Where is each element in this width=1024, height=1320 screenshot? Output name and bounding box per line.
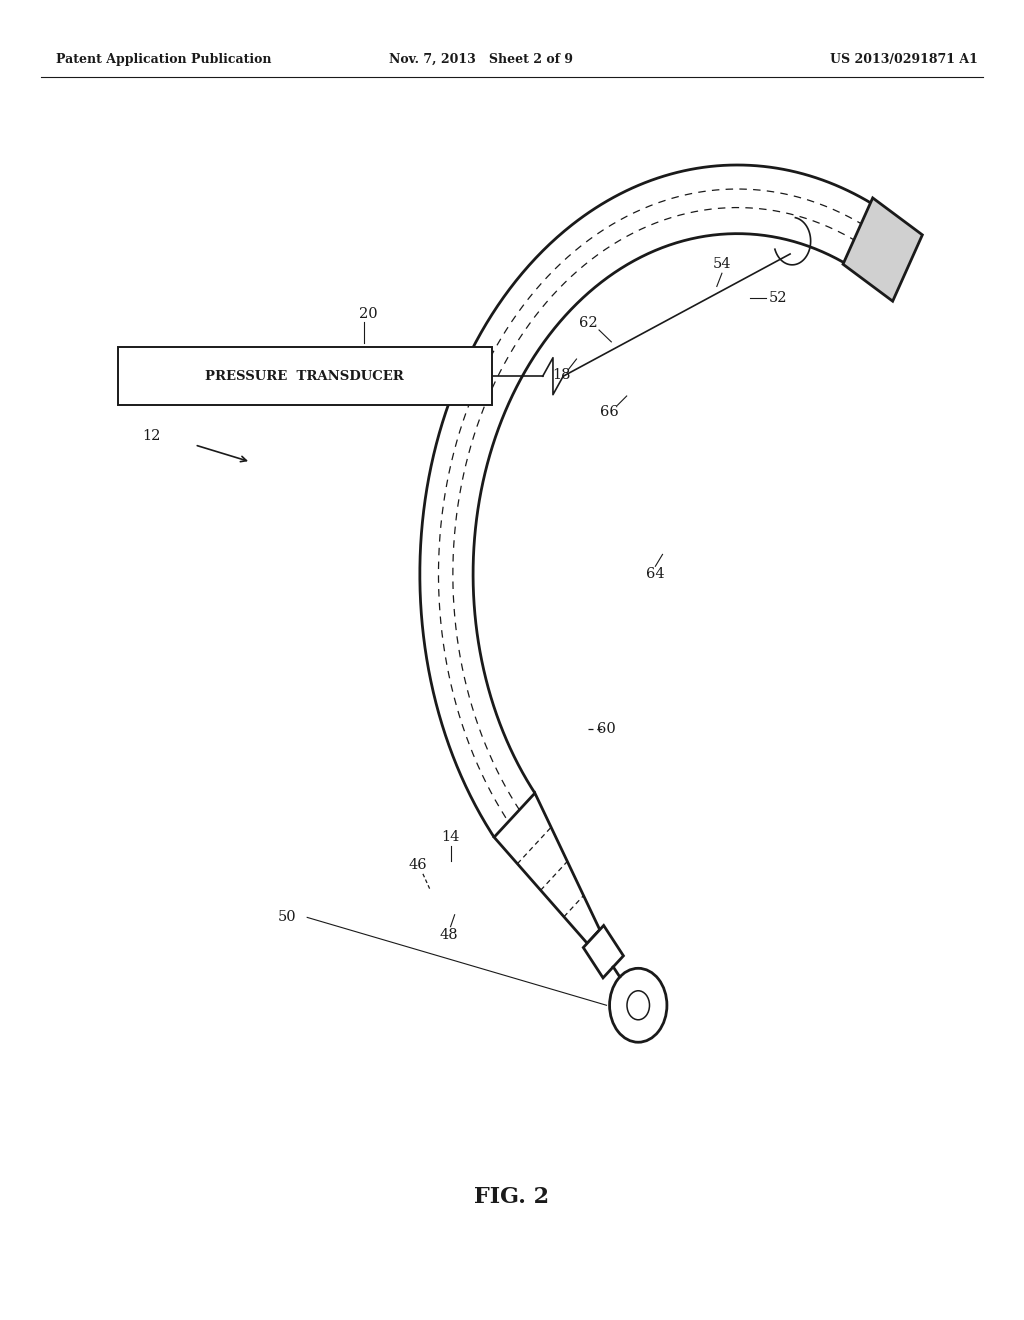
Text: Patent Application Publication: Patent Application Publication	[56, 53, 271, 66]
Text: FIG. 2: FIG. 2	[474, 1187, 550, 1208]
Text: 52: 52	[769, 292, 787, 305]
Polygon shape	[495, 793, 600, 944]
Text: 50: 50	[278, 911, 296, 924]
Text: 62: 62	[580, 317, 598, 330]
Polygon shape	[584, 925, 624, 978]
Text: 66: 66	[600, 405, 618, 418]
Text: 12: 12	[142, 429, 161, 442]
Text: 54: 54	[713, 257, 731, 271]
Polygon shape	[843, 198, 923, 301]
Text: 64: 64	[646, 568, 665, 581]
Text: 60: 60	[597, 722, 615, 735]
Circle shape	[609, 969, 667, 1043]
Text: 14: 14	[441, 830, 460, 843]
Text: Nov. 7, 2013   Sheet 2 of 9: Nov. 7, 2013 Sheet 2 of 9	[389, 53, 573, 66]
Text: US 2013/0291871 A1: US 2013/0291871 A1	[830, 53, 978, 66]
Circle shape	[627, 991, 649, 1020]
Polygon shape	[420, 165, 896, 837]
FancyBboxPatch shape	[118, 347, 492, 405]
Text: PRESSURE  TRANSDUCER: PRESSURE TRANSDUCER	[205, 370, 404, 383]
Text: 46: 46	[409, 858, 427, 871]
Text: 48: 48	[439, 928, 458, 941]
Text: 20: 20	[359, 308, 378, 321]
Text: 18: 18	[552, 368, 570, 381]
